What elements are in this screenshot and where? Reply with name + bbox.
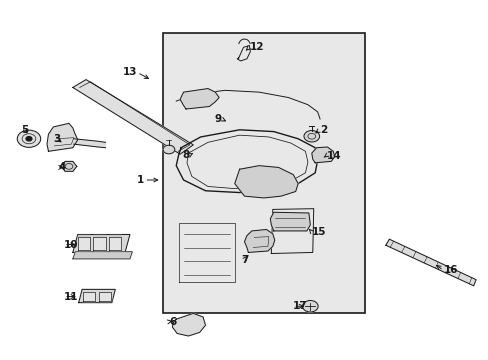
- Text: 12: 12: [249, 42, 264, 52]
- Text: 8: 8: [182, 150, 189, 160]
- FancyBboxPatch shape: [163, 33, 365, 313]
- Polygon shape: [73, 80, 193, 154]
- Circle shape: [26, 136, 32, 141]
- Text: 1: 1: [137, 175, 144, 185]
- Polygon shape: [385, 239, 475, 286]
- Text: 11: 11: [64, 292, 79, 302]
- Polygon shape: [244, 229, 274, 252]
- Text: 13: 13: [122, 67, 137, 77]
- Polygon shape: [78, 237, 90, 250]
- Text: 16: 16: [443, 265, 457, 275]
- Text: 7: 7: [240, 255, 248, 265]
- Polygon shape: [74, 139, 105, 148]
- Polygon shape: [73, 234, 130, 252]
- Polygon shape: [73, 252, 132, 259]
- Polygon shape: [234, 166, 298, 198]
- Polygon shape: [79, 289, 115, 303]
- Polygon shape: [99, 292, 111, 301]
- Text: 5: 5: [21, 125, 29, 135]
- Text: 14: 14: [326, 150, 340, 161]
- Polygon shape: [109, 237, 121, 250]
- Text: 2: 2: [320, 125, 326, 135]
- Circle shape: [17, 130, 41, 147]
- Polygon shape: [78, 234, 90, 237]
- Polygon shape: [61, 161, 77, 171]
- Polygon shape: [311, 147, 334, 163]
- Text: 17: 17: [293, 301, 307, 311]
- Polygon shape: [47, 123, 78, 151]
- Polygon shape: [93, 234, 105, 237]
- Polygon shape: [180, 89, 219, 109]
- Circle shape: [304, 131, 319, 142]
- Polygon shape: [172, 314, 205, 336]
- Circle shape: [163, 145, 174, 154]
- Circle shape: [302, 301, 318, 312]
- Polygon shape: [270, 212, 310, 231]
- Text: 4: 4: [58, 162, 65, 172]
- Text: 10: 10: [64, 239, 79, 249]
- Polygon shape: [109, 234, 121, 237]
- Text: 15: 15: [311, 227, 325, 237]
- Polygon shape: [93, 237, 105, 250]
- Text: 3: 3: [53, 134, 61, 144]
- Text: 6: 6: [168, 317, 176, 327]
- Text: 9: 9: [214, 114, 221, 124]
- Polygon shape: [82, 292, 95, 301]
